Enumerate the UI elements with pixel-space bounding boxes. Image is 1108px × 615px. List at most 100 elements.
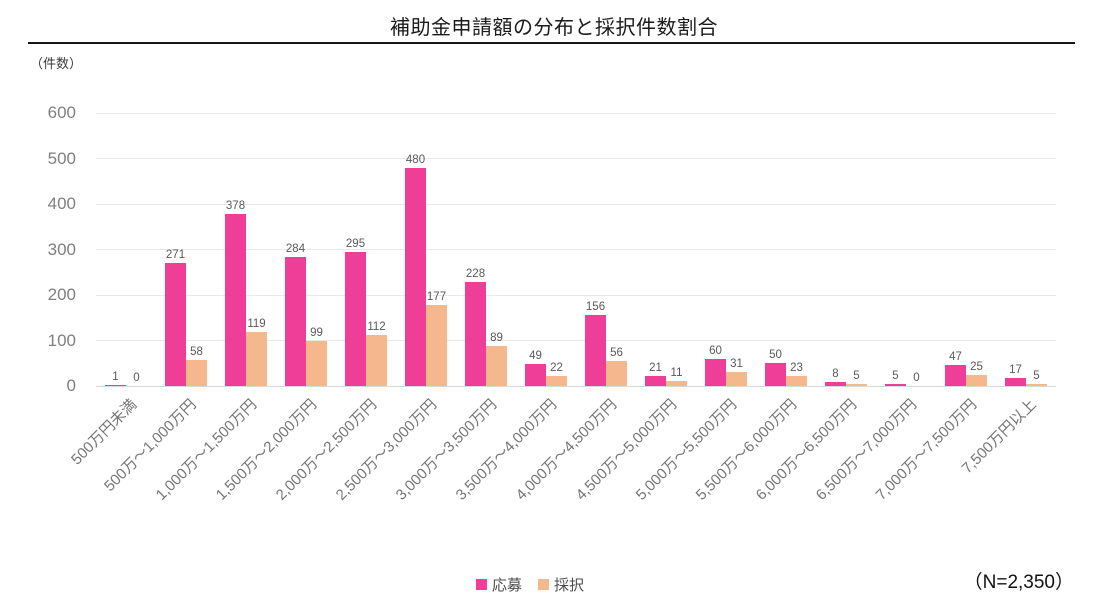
y-axis-tick-label: 0 (66, 376, 76, 395)
bar-applied: 480 (405, 154, 426, 386)
x-axis-category-label: 2,500万～3,000万円 (332, 396, 441, 504)
bar-applied: 156 (585, 301, 606, 386)
x-axis-category-label: 5,500万～6,000万円 (692, 396, 801, 504)
y-axis-unit-label: （件数） (30, 56, 83, 71)
y-axis-tick-label: 200 (47, 285, 76, 304)
x-axis-category-label: 5,000万～5,500万円 (632, 396, 741, 504)
value-label: 99 (310, 326, 323, 339)
bar-applied: 271 (165, 249, 186, 386)
value-label: 60 (709, 344, 722, 357)
value-label: 23 (790, 361, 803, 374)
bar-group: 50 23 (756, 113, 816, 386)
chart-title: 補助金申請額の分布と採択件数割合 (390, 17, 718, 39)
value-label: 8 (832, 368, 839, 381)
value-label: 17 (1009, 364, 1022, 377)
bar-applied: 1 (105, 371, 126, 386)
bar-group: 295 112 (336, 113, 396, 386)
value-label: 56 (610, 346, 623, 359)
bar-applied: 17 (1005, 364, 1026, 386)
value-label: 378 (225, 200, 246, 213)
gridline (96, 294, 1056, 296)
value-label: 25 (970, 360, 983, 373)
gridline (96, 385, 1056, 387)
value-label: 284 (285, 242, 306, 255)
value-label: 0 (133, 372, 140, 384)
y-axis-tick-label: 400 (47, 194, 76, 213)
bar-applied: 284 (285, 243, 306, 386)
bar-applied: 50 (765, 349, 786, 386)
legend-label-applied: 応募 (491, 577, 522, 594)
bar-adopted: 99 (306, 327, 327, 386)
value-label: 5 (892, 369, 899, 382)
bar-group: 156 56 (576, 113, 636, 386)
legend-swatch-adopted-icon (538, 579, 549, 590)
bar-adopted: 177 (426, 291, 447, 386)
bar-adopted: 119 (246, 318, 267, 386)
bar-applied: 21 (645, 362, 666, 386)
bar-applied: 8 (825, 368, 846, 386)
y-axis-tick-label: 600 (47, 103, 76, 122)
x-axis-category-label: 3,500万～4,000万円 (452, 396, 561, 504)
gridline (96, 158, 1056, 159)
value-label: 480 (405, 153, 426, 166)
value-label: 21 (649, 362, 662, 375)
value-label: 47 (949, 350, 962, 363)
x-axis-category-label: 6,500万～7,000万円 (812, 396, 921, 504)
value-label: 49 (529, 349, 542, 362)
legend: 応募 採択 (0, 574, 1060, 595)
bar-applied: 228 (465, 268, 486, 386)
value-label: 89 (490, 331, 503, 344)
bar-group: 271 58 (156, 113, 216, 386)
value-label: 31 (730, 357, 743, 370)
bar-applied: 378 (225, 200, 246, 386)
gridline (96, 340, 1056, 341)
value-label: 5 (1033, 369, 1040, 382)
bar-applied: 295 (345, 238, 366, 386)
bar-adopted: 23 (786, 362, 807, 386)
bar-applied: 49 (525, 350, 546, 386)
value-label: 0 (913, 372, 920, 384)
legend-item-applied: 応募 (475, 574, 522, 595)
value-label: 1 (112, 370, 119, 383)
x-axis-category-label: 1,000万～1,500万円 (152, 396, 261, 504)
value-label: 5 (853, 369, 860, 382)
value-label: 22 (550, 362, 563, 374)
bar-group: 228 89 (456, 113, 516, 386)
value-label: 119 (247, 317, 266, 330)
value-label: 58 (190, 345, 203, 358)
bar-group: 49 22 (516, 113, 576, 386)
bar-group: 17 5 (996, 113, 1056, 386)
bar-adopted: 31 (726, 358, 747, 386)
y-axis-tick-label: 100 (47, 330, 76, 350)
bar-adopted: 5 (846, 370, 867, 386)
title-underline (28, 42, 1075, 44)
x-axis-category-label: 2,000万～2,500万円 (272, 396, 381, 504)
sample-size-note: （N=2,350） (963, 572, 1074, 593)
x-axis-category-label: 4,000万～4,500万円 (512, 396, 621, 504)
bar-applied: 47 (945, 351, 966, 386)
value-label: 156 (585, 301, 606, 314)
x-axis-category-label: 3,000万～3,500万円 (392, 396, 501, 504)
value-label: 271 (165, 248, 186, 261)
bar-group: 378 119 (216, 113, 276, 386)
bar-adopted: 11 (666, 367, 687, 386)
value-label: 112 (367, 321, 386, 334)
legend-label-adopted: 採択 (554, 577, 585, 594)
x-axis-category-label: 1,500万～2,000万円 (212, 396, 321, 504)
gridline (96, 203, 1056, 205)
bar-group: 60 31 (696, 113, 756, 386)
bar-adopted: 22 (546, 362, 567, 386)
bar-applied: 60 (705, 345, 726, 386)
gridline (96, 112, 1056, 114)
y-axis-tick-label: 300 (47, 239, 76, 259)
x-axis-category-label: 6,000万～6,500万円 (752, 396, 861, 504)
x-axis-category-label: 4,500万～5,000万円 (572, 396, 681, 504)
value-label: 11 (670, 367, 683, 379)
legend-item-adopted: 採択 (538, 574, 584, 595)
value-label: 295 (345, 237, 366, 250)
bar-adopted: 56 (606, 347, 627, 386)
gridline (96, 249, 1056, 250)
